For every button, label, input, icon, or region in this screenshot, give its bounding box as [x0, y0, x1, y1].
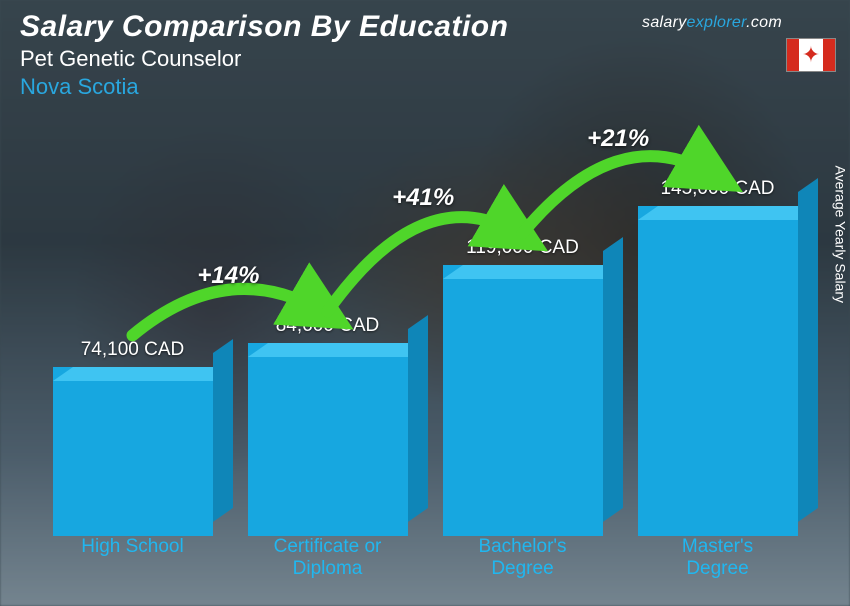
bar-top-face: [638, 206, 818, 220]
bar-value-label: 74,100 CAD: [81, 339, 185, 361]
watermark-part1: salary: [642, 14, 686, 31]
chart-subtitle: Pet Genetic Counselor: [20, 46, 830, 72]
chart-region: Nova Scotia: [20, 74, 830, 100]
bar-front: [443, 265, 603, 536]
bar-body: [248, 343, 408, 536]
country-flag-canada: ✦: [786, 38, 836, 72]
bar-side-face: [798, 178, 818, 522]
flag-band-left: [787, 39, 799, 71]
watermark: salaryexplorer.com: [642, 14, 782, 32]
bar-value-label: 84,600 CAD: [276, 315, 380, 337]
bar-value-label: 119,000 CAD: [466, 237, 579, 259]
maple-leaf-icon: ✦: [802, 44, 820, 66]
bar-category-label: High School: [53, 536, 213, 588]
watermark-part2: explorer: [687, 14, 747, 31]
labels-area: High School Certificate orDiploma Bachelor…: [40, 536, 810, 588]
bar-front: [638, 206, 798, 536]
bar-side-face: [603, 237, 623, 522]
bar-top-face: [248, 343, 428, 357]
flag-center: ✦: [799, 39, 823, 71]
bar-body: [443, 265, 603, 536]
bar-3: 145,000 CAD: [638, 178, 798, 536]
bar-1: 84,600 CAD: [248, 315, 408, 536]
bar-top-face: [53, 367, 233, 381]
bar-top-face: [443, 265, 623, 279]
bars-area: 74,100 CAD 84,600 CAD 119,000 CAD 145,000 C…: [40, 98, 810, 536]
bar-value-label: 145,000 CAD: [660, 178, 774, 200]
bar-chart: 74,100 CAD 84,600 CAD 119,000 CAD 145,000 C…: [40, 98, 810, 588]
watermark-part3: .com: [746, 14, 782, 31]
bar-2: 119,000 CAD: [443, 237, 603, 536]
bar-0: 74,100 CAD: [53, 339, 213, 536]
bar-body: [638, 206, 798, 536]
bar-category-label: Certificate orDiploma: [248, 536, 408, 588]
infographic-container: Salary Comparison By Education Pet Genet…: [0, 0, 850, 606]
flag-band-right: [823, 39, 835, 71]
bar-front: [53, 367, 213, 536]
bar-side-face: [213, 339, 233, 522]
bar-category-label: Master'sDegree: [638, 536, 798, 588]
bar-body: [53, 367, 213, 536]
bar-front: [248, 343, 408, 536]
y-axis-label: Average Yearly Salary: [832, 166, 848, 304]
bar-category-label: Bachelor'sDegree: [443, 536, 603, 588]
bar-side-face: [408, 315, 428, 522]
